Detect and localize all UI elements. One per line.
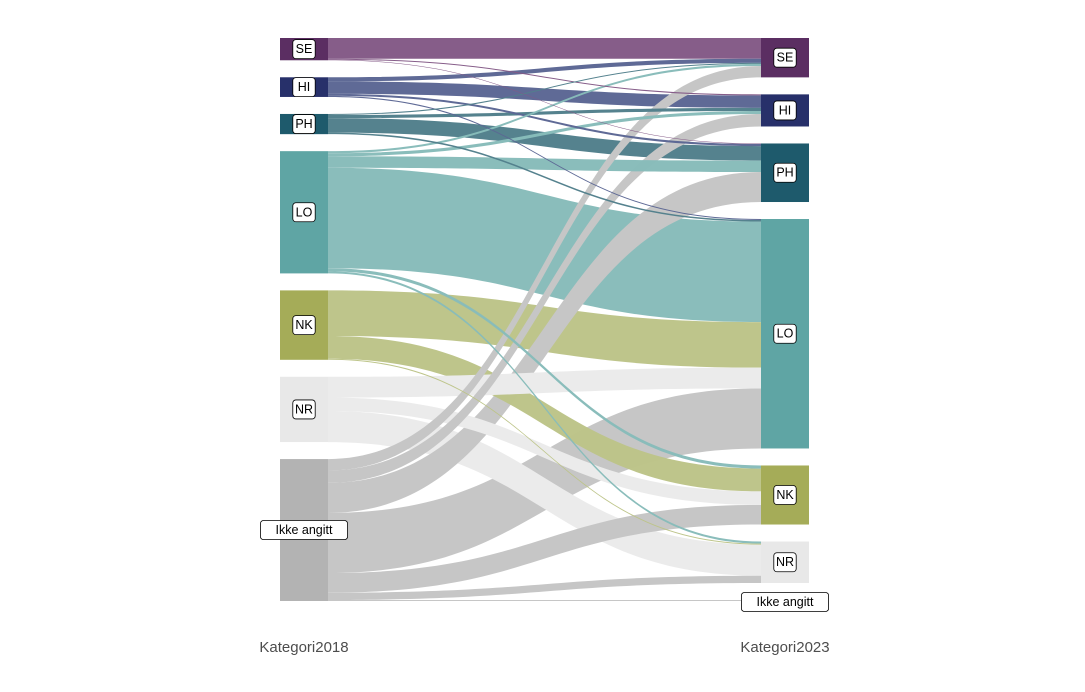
flow-lo-to-lo: [328, 167, 761, 323]
node-label-box: [773, 162, 797, 183]
node-label-right-nk: NK: [773, 485, 797, 505]
node-label-text: Ikke angitt: [276, 523, 334, 537]
node-label-text: LO: [777, 327, 794, 341]
flow-se-to-se: [328, 38, 761, 59]
flow-ph-to-lo: [328, 132, 761, 222]
node-label-box: [292, 315, 316, 336]
node-label-text: PH: [776, 166, 793, 180]
flow-ph-to-hi: [328, 107, 761, 119]
flow-lo-to-ph: [328, 156, 761, 172]
node-label-left-ikke-angitt: Ikke angitt: [259, 520, 348, 540]
flow-hi-to-lo: [328, 95, 761, 221]
flows-layer: [328, 38, 761, 601]
flow-ikke-angitt-to-se: [328, 65, 761, 471]
flow-ph-to-ph: [328, 118, 761, 161]
node-label-left-nr: NR: [292, 399, 316, 420]
flow-nr-to-nk: [328, 397, 761, 505]
node-label-text: NK: [295, 318, 313, 332]
node-label-text: SE: [296, 42, 313, 56]
flow-se-to-ph: [328, 59, 761, 144]
node-label-box: [292, 77, 316, 98]
node-label-right-se: SE: [773, 47, 797, 68]
node-label-left-se: SE: [292, 39, 316, 60]
flow-hi-to-ph: [328, 93, 761, 147]
node-label-right-ph: PH: [773, 162, 797, 183]
flow-nr-to-lo: [328, 367, 761, 398]
flow-ph-to-se: [328, 62, 761, 115]
node-label-box: [292, 39, 316, 60]
flow-nk-to-nk: [328, 335, 761, 492]
flow-ikke-angitt-to-nr: [328, 575, 761, 600]
node-label-right-lo: LO: [773, 323, 797, 344]
node-label-box: [292, 202, 316, 223]
node-label-text: LO: [296, 205, 313, 219]
node-label-text: NK: [776, 488, 794, 502]
node-label-left-lo: LO: [292, 202, 316, 223]
node-label-right-ikke-angitt: Ikke angitt: [741, 592, 830, 612]
node-label-text: HI: [298, 80, 311, 94]
node-label-left-nk: NK: [292, 315, 316, 336]
nodes-layer: [280, 38, 809, 602]
node-label-box: [773, 323, 797, 344]
flow-se-to-hi: [328, 58, 761, 96]
flow-ikke-angitt-to-ph: [328, 171, 761, 513]
node-label-text: SE: [777, 51, 794, 65]
node-label-right-hi: HI: [773, 100, 797, 121]
flow-ikke-angitt-to-ikke-angitt: [328, 599, 761, 601]
node-label-right-nr: NR: [773, 552, 797, 573]
node-label-box: [773, 485, 797, 505]
node-label-box: [741, 592, 830, 612]
flow-ikke-angitt-to-hi: [328, 114, 761, 483]
node-label-text: HI: [779, 103, 792, 117]
flow-lo-to-nk: [328, 268, 761, 469]
node-label-text: Ikke angitt: [757, 595, 815, 609]
node-label-box: [773, 100, 797, 121]
node-label-box: [773, 552, 797, 573]
node-label-left-ph: PH: [292, 114, 316, 134]
flow-ikke-angitt-to-nk: [328, 504, 761, 593]
axis-label-left: Kategori2018: [259, 639, 348, 656]
flow-hi-to-se: [328, 58, 761, 82]
flow-lo-to-se: [328, 63, 761, 154]
node-label-text: PH: [295, 117, 312, 131]
flow-hi-to-hi: [328, 81, 761, 108]
flow-lo-to-nr: [328, 271, 761, 544]
node-label-box: [773, 47, 797, 68]
flow-lo-to-hi: [328, 110, 761, 157]
labels-layer: SE HI PH LO NK NR Ikke angitt SE HI PH LO NK NR Ikke …: [259, 39, 830, 612]
node-label-left-hi: HI: [292, 77, 316, 98]
node-label-box: [292, 114, 316, 134]
flow-nk-to-nr: [328, 358, 761, 545]
node-label-box: [292, 399, 316, 420]
axis-label-right: Kategori2023: [740, 639, 829, 656]
node-label-text: NR: [776, 555, 794, 569]
node-label-box: [259, 520, 348, 540]
node-label-text: NR: [295, 402, 313, 416]
